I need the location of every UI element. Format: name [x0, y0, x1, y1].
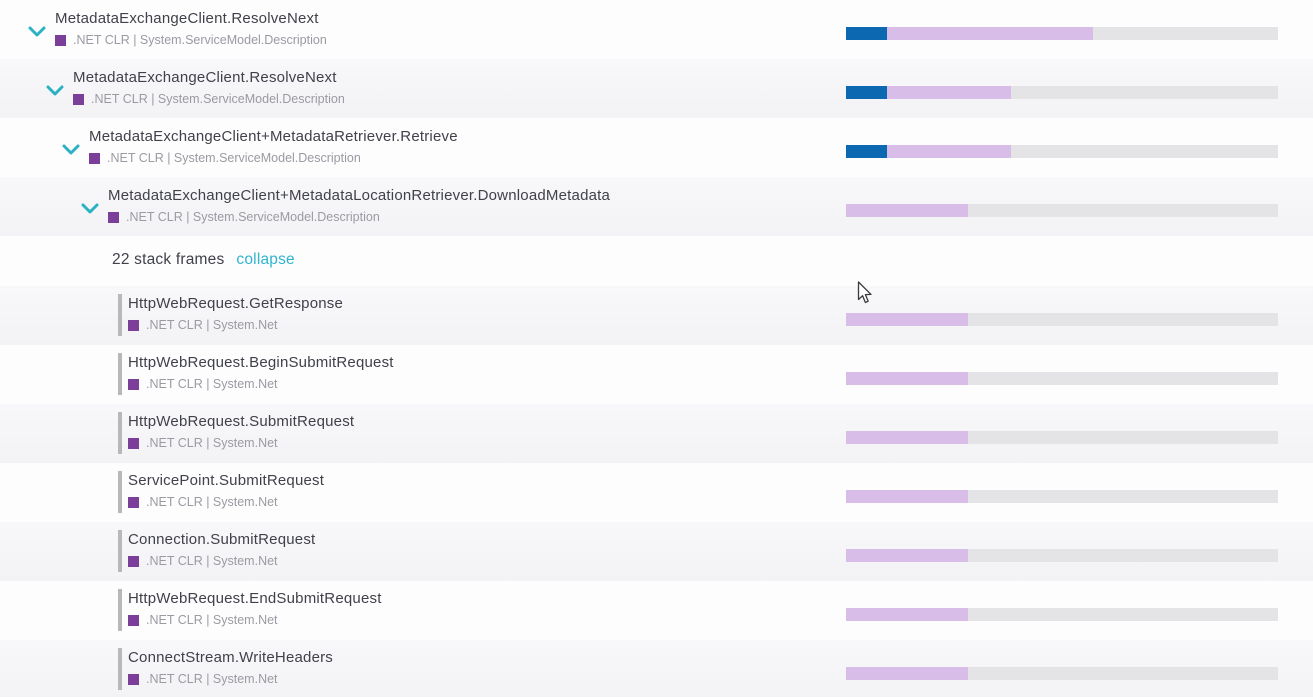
method-name: HttpWebRequest.BeginSubmitRequest	[128, 354, 394, 371]
tree-row[interactable]: MetadataExchangeClient.ResolveNext .NET C…	[0, 0, 1313, 59]
category-square-icon	[128, 319, 139, 331]
stack-frame-content: ConnectStream.WriteHeaders .NET CLR | Sys…	[118, 648, 333, 690]
stack-frame-content: HttpWebRequest.GetResponse .NET CLR | Sys…	[118, 294, 343, 336]
call-tree-rows: MetadataExchangeClient.ResolveNext .NET C…	[0, 0, 1313, 236]
stack-frames-header: 22 stack frames collapse	[0, 236, 1313, 286]
chevron-down-icon[interactable]	[28, 25, 46, 37]
duration-bar-purple-segment	[846, 667, 968, 680]
method-category: .NET CLR | System.Net	[146, 554, 278, 568]
category-square-icon	[128, 437, 139, 449]
duration-bar	[846, 313, 1278, 326]
duration-bar-purple-segment	[887, 86, 1011, 99]
stack-frame-content: ServicePoint.SubmitRequest .NET CLR | Sys…	[118, 471, 324, 513]
duration-bar-purple-segment	[846, 608, 968, 621]
duration-bar	[846, 431, 1278, 444]
method-name: MetadataExchangeClient.ResolveNext	[55, 10, 319, 27]
method-name: HttpWebRequest.EndSubmitRequest	[128, 590, 382, 607]
duration-bar	[846, 204, 1278, 217]
category-square-icon	[128, 378, 139, 390]
duration-bar-purple-segment	[846, 431, 968, 444]
duration-bar-purple-segment	[887, 27, 1093, 40]
duration-bar	[846, 145, 1278, 158]
category-square-icon	[55, 34, 66, 46]
method-name: ServicePoint.SubmitRequest	[128, 472, 325, 489]
method-category: .NET CLR | System.Net	[146, 377, 278, 391]
tree-row[interactable]: MetadataExchangeClient+MetadataLocationR…	[0, 177, 1313, 236]
category-square-icon	[128, 673, 139, 685]
category-square-icon	[128, 496, 139, 508]
stack-frame-row[interactable]: HttpWebRequest.BeginSubmitRequest .NET CL…	[0, 345, 1313, 404]
stack-frame-content: HttpWebRequest.EndSubmitRequest .NET CLR …	[118, 589, 382, 631]
collapse-link[interactable]: collapse	[236, 251, 295, 268]
duration-bar-purple-segment	[846, 372, 968, 385]
method-category: .NET CLR | System.Net	[146, 613, 278, 627]
duration-bar-purple-segment	[846, 313, 968, 326]
method-name: MetadataExchangeClient.ResolveNext	[73, 69, 337, 86]
method-name: Connection.SubmitRequest	[128, 531, 316, 548]
method-name: HttpWebRequest.GetResponse	[128, 295, 344, 312]
stack-frames-count: 22 stack frames	[112, 251, 225, 268]
stack-frame-row[interactable]: HttpWebRequest.GetResponse .NET CLR | Sys…	[0, 286, 1313, 345]
category-square-icon	[108, 211, 119, 223]
method-category: .NET CLR | System.ServiceModel.Descripti…	[91, 92, 345, 106]
tree-row[interactable]: MetadataExchangeClient.ResolveNext .NET C…	[0, 59, 1313, 118]
duration-bar-blue-segment	[846, 86, 887, 99]
method-category: .NET CLR | System.Net	[146, 318, 278, 332]
chevron-down-icon[interactable]	[46, 84, 64, 96]
category-square-icon	[73, 93, 84, 105]
method-name: MetadataExchangeClient+MetadataLocationR…	[108, 187, 611, 204]
duration-bar	[846, 372, 1278, 385]
duration-bar	[846, 608, 1278, 621]
duration-bar-purple-segment	[846, 490, 968, 503]
duration-bar-purple-segment	[887, 145, 1011, 158]
stack-frame-row[interactable]: ServicePoint.SubmitRequest .NET CLR | Sys…	[0, 463, 1313, 522]
method-category: .NET CLR | System.Net	[146, 495, 278, 509]
method-category: .NET CLR | System.ServiceModel.Descripti…	[126, 210, 380, 224]
method-category: .NET CLR | System.ServiceModel.Descripti…	[73, 33, 327, 47]
duration-bar-blue-segment	[846, 27, 887, 40]
method-name: ConnectStream.WriteHeaders	[128, 649, 334, 666]
duration-bar	[846, 667, 1278, 680]
stack-frame-rows: HttpWebRequest.GetResponse .NET CLR | Sys…	[0, 286, 1313, 697]
duration-bar-purple-segment	[846, 549, 968, 562]
chevron-down-icon[interactable]	[81, 202, 99, 214]
method-category: .NET CLR | System.Net	[146, 672, 278, 686]
method-name: HttpWebRequest.SubmitRequest	[128, 413, 355, 430]
stack-frame-row[interactable]: HttpWebRequest.EndSubmitRequest .NET CLR …	[0, 581, 1313, 640]
stack-frame-content: HttpWebRequest.BeginSubmitRequest .NET CL…	[118, 353, 394, 395]
method-name: MetadataExchangeClient+MetadataRetriever…	[89, 128, 458, 145]
tree-row[interactable]: MetadataExchangeClient+MetadataRetriever…	[0, 118, 1313, 177]
stack-frame-row[interactable]: ConnectStream.WriteHeaders .NET CLR | Sys…	[0, 640, 1313, 697]
stack-frame-row[interactable]: HttpWebRequest.SubmitRequest .NET CLR | S…	[0, 404, 1313, 463]
duration-bar	[846, 86, 1278, 99]
stack-frames-count-row: 22 stack frames collapse	[112, 251, 295, 269]
duration-bar	[846, 490, 1278, 503]
method-category: .NET CLR | System.Net	[146, 436, 278, 450]
category-square-icon	[128, 614, 139, 626]
duration-bar-blue-segment	[846, 145, 887, 158]
stack-frame-content: Connection.SubmitRequest .NET CLR | Syste…	[118, 530, 315, 572]
stack-frame-row[interactable]: Connection.SubmitRequest .NET CLR | Syste…	[0, 522, 1313, 581]
chevron-down-icon[interactable]	[62, 143, 80, 155]
duration-bar	[846, 27, 1278, 40]
category-square-icon	[89, 152, 100, 164]
stack-frame-content: HttpWebRequest.SubmitRequest .NET CLR | S…	[118, 412, 354, 454]
method-category: .NET CLR | System.ServiceModel.Descripti…	[107, 151, 361, 165]
category-square-icon	[128, 555, 139, 567]
duration-bar-purple-segment	[846, 204, 968, 217]
duration-bar	[846, 549, 1278, 562]
